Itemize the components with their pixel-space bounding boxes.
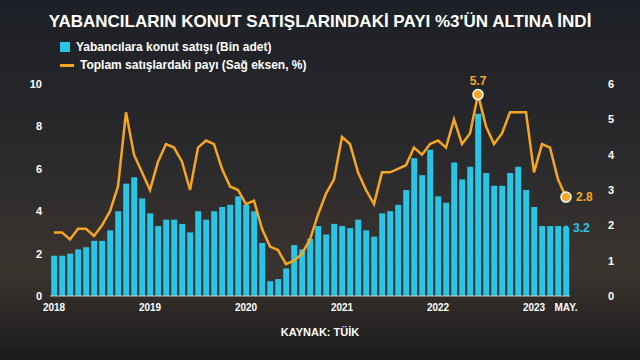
svg-text:10: 10 [30, 78, 42, 90]
svg-text:1: 1 [608, 255, 614, 267]
html-text:Yabancılara konut satışı (Bin: Yabancılara konut satışı (Bin adet) [76, 40, 272, 54]
svg-text:2019: 2019 [139, 302, 162, 313]
svg-text:2: 2 [36, 248, 42, 260]
svg-text:2021: 2021 [331, 302, 354, 313]
svg-text:6: 6 [36, 163, 42, 175]
html-text:YABANCILARIN KONUT SATIŞLARIND: YABANCILARIN KONUT SATIŞLARINDAKİ PAYI %… [48, 12, 592, 31]
svg-text:4: 4 [36, 205, 43, 217]
svg-text:3: 3 [608, 184, 614, 196]
svg-text:2023: 2023 [523, 302, 546, 313]
svg-text:4: 4 [608, 149, 615, 161]
svg-text:2020: 2020 [235, 302, 258, 313]
svg-text:0: 0 [608, 290, 614, 302]
svg-text:3.2: 3.2 [573, 221, 590, 235]
svg-text:2022: 2022 [427, 302, 450, 313]
svg-text:2.8: 2.8 [576, 190, 593, 204]
svg-text:2018: 2018 [43, 302, 66, 313]
svg-text:5.7: 5.7 [470, 74, 487, 88]
svg-text:5: 5 [608, 113, 614, 125]
svg-text:2: 2 [608, 219, 614, 231]
svg-text:0: 0 [36, 290, 42, 302]
svg-text:8: 8 [36, 120, 42, 132]
html-text:KAYNAK: TÜİK: KAYNAK: TÜİK [280, 326, 360, 338]
svg-text:6: 6 [608, 78, 614, 90]
html-text:Toplam satışlardaki payı (Sağ: Toplam satışlardaki payı (Sağ eksen, %) [80, 58, 307, 72]
svg-text:MAY.: MAY. [555, 302, 578, 313]
